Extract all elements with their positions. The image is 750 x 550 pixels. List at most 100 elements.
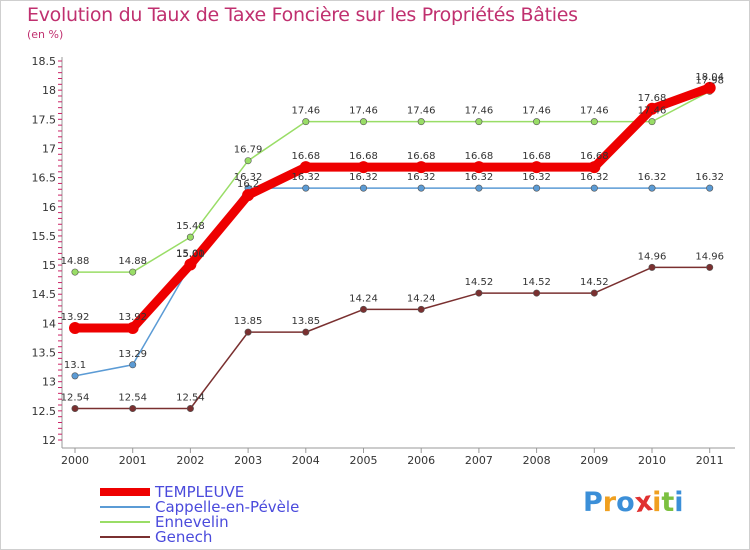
- logo-letter: o: [616, 487, 635, 518]
- data-label: 17.68: [638, 93, 667, 104]
- data-point: [71, 372, 79, 380]
- logo-letter: r: [602, 487, 617, 518]
- x-tick-label: 2009: [580, 454, 608, 467]
- data-point: [475, 289, 483, 297]
- data-label: 16.32: [695, 172, 724, 183]
- data-label: 13.92: [61, 312, 90, 323]
- y-tick-label: 17.5: [32, 113, 57, 126]
- data-label: 16.68: [522, 151, 551, 162]
- data-label: 16.32: [291, 172, 320, 183]
- legend-label: TEMPLEUVE: [155, 483, 245, 501]
- data-label: 14.96: [638, 251, 667, 262]
- data-point: [302, 328, 310, 336]
- data-point: [472, 161, 485, 174]
- data-label: 16.2: [237, 179, 259, 190]
- logo-letter: P: [583, 487, 603, 518]
- data-label: 16.32: [638, 172, 667, 183]
- data-label: 16.32: [349, 172, 378, 183]
- data-label: 12.54: [118, 393, 147, 404]
- data-label: 16.68: [349, 151, 378, 162]
- data-point: [302, 184, 310, 192]
- data-point: [648, 263, 656, 271]
- data-point: [244, 157, 252, 165]
- data-point: [703, 81, 716, 94]
- data-point: [588, 161, 601, 174]
- y-tick-label: 12: [42, 434, 56, 447]
- data-point: [242, 189, 255, 202]
- data-label: 16.32: [465, 172, 494, 183]
- data-point: [359, 184, 367, 192]
- data-point: [475, 118, 483, 126]
- legend-swatch: [100, 488, 150, 496]
- x-tick-label: 2004: [292, 454, 320, 467]
- x-tick-label: 2001: [119, 454, 147, 467]
- y-tick-label: 16.5: [32, 172, 57, 185]
- y-tick-label: 18: [42, 84, 56, 97]
- data-label: 17.46: [407, 106, 436, 117]
- data-point: [590, 118, 598, 126]
- x-tick-label: 2010: [638, 454, 666, 467]
- data-label: 16.32: [580, 172, 609, 183]
- data-point: [530, 161, 543, 174]
- y-tick-label: 12.5: [32, 405, 57, 418]
- legend-swatch: [100, 506, 150, 508]
- data-point: [648, 184, 656, 192]
- logo-letter: x: [632, 485, 655, 520]
- data-label: 15.48: [176, 221, 205, 232]
- logo-letter: i: [674, 487, 684, 518]
- series-line-templeuve: [70, 83, 715, 333]
- data-label: 13.85: [234, 316, 263, 327]
- logo-letter: t: [661, 487, 675, 518]
- y-tick-label: 17: [42, 142, 56, 155]
- data-point: [417, 305, 425, 313]
- data-label: 14.24: [349, 293, 378, 304]
- data-point: [184, 258, 197, 271]
- legend-label: Ennevelin: [155, 513, 229, 531]
- data-point: [706, 263, 714, 271]
- y-tick-label: 15.5: [32, 230, 57, 243]
- data-point: [69, 322, 81, 335]
- series-line-ennevelin: [74, 90, 711, 273]
- data-point: [357, 161, 370, 174]
- data-point: [417, 118, 425, 126]
- data-label: 17.46: [522, 106, 551, 117]
- y-tick-label: 16: [42, 201, 56, 214]
- data-point: [129, 361, 137, 369]
- x-tick-label: 2002: [176, 454, 204, 467]
- x-tick-label: 2006: [407, 454, 435, 467]
- data-point: [475, 184, 483, 192]
- legend-label: Genech: [155, 528, 213, 546]
- y-tick-label: 13.5: [32, 347, 57, 360]
- data-point: [186, 233, 194, 241]
- data-point: [533, 184, 541, 192]
- data-label: 17.46: [349, 106, 378, 117]
- data-point: [71, 405, 79, 413]
- data-label: 16.68: [465, 151, 494, 162]
- data-label: 14.52: [465, 277, 494, 288]
- x-tick-label: 2007: [465, 454, 493, 467]
- chart-title: Evolution du Taux de Taxe Foncière sur l…: [27, 4, 578, 26]
- data-label: 16.32: [522, 172, 551, 183]
- y-tick-label: 13: [42, 376, 56, 389]
- data-point: [302, 118, 310, 126]
- data-label: 14.52: [580, 277, 609, 288]
- data-point: [299, 161, 312, 174]
- data-label: 13.92: [118, 312, 147, 323]
- x-tick-label: 2008: [523, 454, 551, 467]
- data-point: [533, 118, 541, 126]
- data-point: [533, 289, 541, 297]
- x-tick-label: 2000: [61, 454, 89, 467]
- data-label: 16.79: [234, 145, 263, 156]
- data-label: 14.88: [118, 256, 147, 267]
- data-point: [590, 289, 598, 297]
- data-point: [706, 184, 714, 192]
- data-label: 14.24: [407, 293, 436, 304]
- data-label: 14.96: [695, 251, 724, 262]
- data-label: 17.98: [695, 75, 724, 86]
- data-label: 16.32: [234, 172, 263, 183]
- y-tick-label: 15: [42, 259, 56, 272]
- data-label: 14.52: [522, 277, 551, 288]
- data-label: 15.00: [176, 249, 205, 260]
- data-label: 12.54: [61, 393, 90, 404]
- x-tick-label: 2003: [234, 454, 262, 467]
